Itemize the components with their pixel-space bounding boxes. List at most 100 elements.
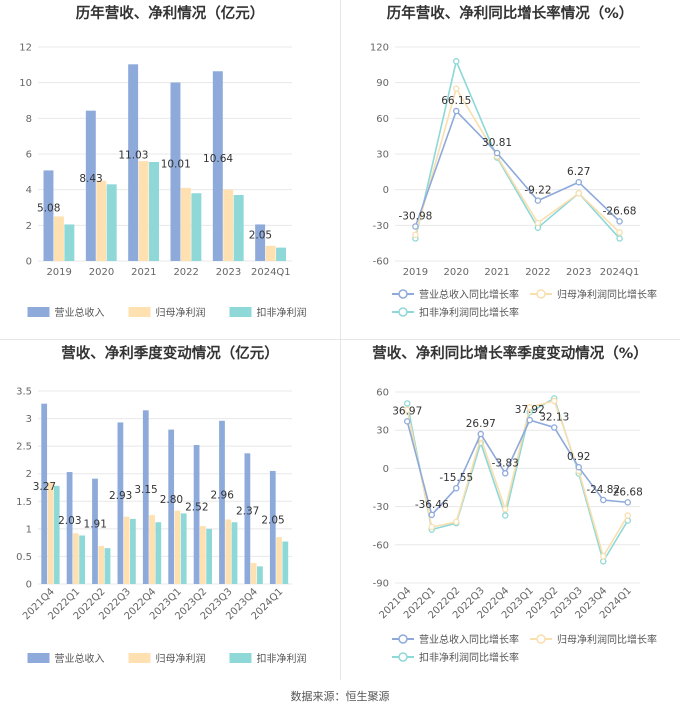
legend-label: 营业总收入 — [55, 652, 105, 665]
bar — [106, 184, 117, 261]
data-point — [428, 523, 436, 531]
bar — [155, 522, 162, 584]
x-tick-label: 2023 — [566, 267, 591, 278]
line-data-label: -15.55 — [439, 472, 473, 484]
x-tick-label: 2021 — [484, 267, 509, 278]
bar — [64, 224, 75, 261]
bar — [199, 526, 206, 584]
series-line — [406, 397, 629, 564]
bar — [233, 195, 244, 261]
annual-revenue-profit-chart: 0 2 4 6 8 10 12 2019 2020 2021 2022 2023 2024Q1 5.08 8… — [19, 43, 306, 320]
bar — [255, 224, 266, 261]
data-point — [616, 235, 623, 242]
legend-marker-swatch — [398, 289, 408, 299]
bar — [212, 71, 223, 262]
x-tick-label: 2019 — [46, 267, 71, 278]
bar — [43, 170, 54, 261]
data-point — [599, 553, 607, 560]
bar — [269, 470, 276, 584]
bar — [53, 216, 64, 261]
y-tick-label: 0 — [26, 257, 32, 268]
line-data-label: 26.97 — [466, 418, 496, 430]
bar — [92, 478, 98, 584]
legend-marker-swatch — [536, 289, 546, 299]
bar — [85, 110, 96, 261]
bar — [225, 519, 232, 584]
y-tick-label: 8 — [26, 114, 32, 125]
legend-label: 扣非净利润同比增长率 — [419, 651, 519, 664]
bar — [130, 518, 136, 584]
data-point — [501, 470, 509, 477]
bar — [206, 528, 212, 584]
bar — [123, 516, 130, 584]
line-data-label: 36.97 — [392, 405, 422, 417]
x-tick-label: 2022 — [525, 267, 550, 278]
bar — [168, 429, 175, 584]
data-point — [412, 231, 419, 239]
data-point — [501, 505, 509, 513]
bar-data-label: 5.08 — [37, 203, 60, 215]
bar — [193, 445, 200, 584]
data-point — [453, 107, 460, 115]
y-tick-label: -90 — [373, 579, 389, 590]
horizontal-divider — [0, 339, 680, 340]
y-tick-label: 30 — [376, 426, 389, 437]
x-tick-label: 2020 — [89, 267, 114, 278]
bar-data-label: 2.05 — [249, 230, 272, 242]
line-data-label: -9.22 — [524, 185, 551, 197]
legend-swatch — [128, 653, 151, 663]
x-tick-label: 2021 — [131, 267, 156, 278]
data-point — [575, 463, 582, 471]
bar-data-label: 2.52 — [185, 502, 208, 514]
y-tick-label: 10 — [19, 78, 32, 89]
bar-data-label: 8.43 — [79, 173, 102, 185]
line-data-label: 26.68 — [613, 486, 643, 498]
y-tick-label: 30 — [376, 150, 389, 161]
bar — [47, 482, 54, 584]
quarterly-growth-chart: -90-60-30030602021Q42022Q12022Q22022Q320… — [373, 388, 657, 665]
bar — [174, 510, 181, 584]
annual-growth-chart: -60 -30 0 30 60 90 120 2019 2020 2021 2022 2023 2024… — [370, 43, 657, 320]
legend-label: 归母净利润同比增长率 — [557, 288, 657, 301]
bar-data-label: 2.05 — [261, 514, 284, 526]
x-tick-label: 2022 — [173, 267, 198, 278]
data-point — [501, 512, 509, 519]
legend-marker-swatch — [536, 634, 546, 644]
y-tick-label: 0 — [383, 464, 389, 475]
bar — [98, 545, 105, 584]
series-line — [406, 419, 628, 517]
data-point — [550, 397, 558, 405]
data-point — [616, 229, 623, 236]
bar — [180, 187, 191, 261]
bar-data-label: 11.03 — [118, 150, 148, 162]
x-tick-label: 2023 — [216, 267, 241, 278]
x-tick-label: 2024Q1 — [251, 267, 291, 278]
annual-growth-panel: 历年营收、净利同比增长率情况（%） -60 -30 0 30 60 90 120 2019 20… — [340, 0, 680, 340]
y-tick-label: 2.5 — [16, 442, 32, 453]
line-data-label: 6.27 — [567, 166, 590, 178]
y-tick-label: 120 — [370, 43, 389, 54]
y-tick-label: 0.5 — [16, 552, 32, 563]
data-point — [575, 189, 582, 197]
vertical-divider — [340, 0, 341, 680]
legend-label: 归母净利润 — [156, 652, 206, 665]
bar — [244, 453, 251, 584]
y-tick-label: 6 — [26, 150, 32, 161]
legend-label: 扣非净利润 — [257, 652, 307, 665]
y-tick-label: 0 — [383, 185, 389, 196]
x-tick-label: 2019 — [403, 267, 428, 278]
bar — [96, 180, 107, 261]
quarterly-revenue-profit-chart: 00.511.522.533.52021Q42022Q12022Q22022Q3… — [16, 387, 307, 666]
bar-data-label: 3.27 — [33, 481, 56, 493]
y-tick-label: 60 — [376, 114, 389, 125]
bar — [66, 472, 73, 584]
bar — [250, 563, 257, 584]
y-tick-label: -60 — [373, 257, 389, 268]
chart-title: 营收、净利同比增长率季度变动情况（%） — [372, 346, 648, 362]
data-point — [624, 499, 631, 506]
line-data-label: 0.92 — [567, 451, 590, 463]
bar — [276, 247, 286, 261]
x-tick-label: 2020 — [444, 267, 469, 278]
y-tick-label: 2 — [26, 469, 32, 480]
bar-data-label: 10.64 — [203, 153, 233, 165]
